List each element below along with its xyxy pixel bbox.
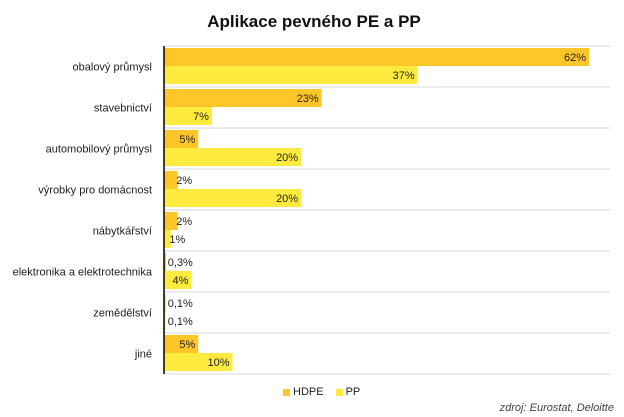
data-label: 37%: [393, 70, 415, 82]
bar-hdpe: [164, 335, 199, 353]
legend-swatch-hdpe: [283, 388, 290, 396]
bar-hdpe: [164, 89, 322, 107]
category-label: zemědělství: [93, 308, 152, 320]
category-label: obalový průmysl: [73, 62, 152, 74]
data-label: 62%: [564, 52, 586, 64]
legend-swatch-pp: [335, 388, 343, 396]
data-label: 7%: [193, 111, 209, 123]
bar-pp: [164, 148, 302, 166]
data-label: 23%: [297, 93, 319, 105]
bar-hdpe: [164, 130, 199, 148]
data-label: 1%: [169, 234, 185, 246]
bar-pp: [164, 189, 302, 207]
data-label: 2%: [176, 175, 192, 187]
category-label: jiné: [134, 349, 152, 361]
bar-hdpe: [164, 212, 178, 230]
data-label: 10%: [208, 357, 230, 369]
category-label: stavebnictví: [94, 103, 152, 115]
legend-label-pp: PP: [345, 386, 361, 398]
category-label: automobilový průmysl: [46, 144, 152, 156]
legend: HDPE PP: [283, 386, 360, 398]
chart-title-text: Aplikace pevného PE a PP: [207, 12, 421, 31]
bar-pp: [164, 271, 192, 289]
bar-hdpe: [164, 253, 167, 271]
data-label: 20%: [276, 152, 298, 164]
data-label: 2%: [176, 216, 192, 228]
legend-item-hdpe: HDPE: [283, 386, 324, 398]
category-label: elektronika a elektrotechnika: [13, 267, 153, 279]
category-label: výrobky pro domácnost: [38, 185, 152, 197]
data-label: 4%: [173, 275, 189, 287]
data-label: 5%: [179, 134, 195, 146]
bar-hdpe: [164, 171, 178, 189]
bar-pp: [164, 66, 418, 84]
source-note: zdroj: Eurostat, Deloitte: [499, 402, 614, 414]
category-label: nábytkářství: [93, 226, 152, 238]
bar-pp: [164, 353, 233, 371]
data-label: 0,1%: [168, 316, 193, 328]
bar-hdpe: [164, 48, 589, 66]
chart-title: Aplikace pevného PE a PP: [0, 12, 624, 32]
bar-pp: [164, 230, 171, 248]
bar-pp: [164, 107, 212, 125]
data-label: 20%: [276, 193, 298, 205]
legend-label-hdpe: HDPE: [293, 386, 324, 398]
data-label: 0,1%: [168, 298, 193, 310]
data-label: 5%: [179, 339, 195, 351]
legend-item-pp: PP: [335, 386, 361, 398]
data-label: 0,3%: [168, 257, 193, 269]
